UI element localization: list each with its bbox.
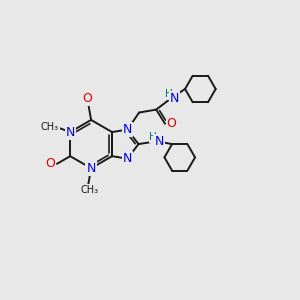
- Text: N: N: [154, 135, 164, 148]
- Text: CH₃: CH₃: [40, 122, 59, 131]
- Text: N: N: [123, 152, 132, 165]
- Text: N: N: [86, 162, 96, 175]
- Text: O: O: [82, 92, 92, 106]
- Text: N: N: [170, 92, 179, 105]
- Text: H: H: [165, 89, 173, 99]
- Text: CH₃: CH₃: [81, 185, 99, 195]
- Text: O: O: [167, 117, 176, 130]
- Text: O: O: [46, 157, 56, 170]
- Text: N: N: [123, 123, 132, 136]
- Text: H: H: [149, 132, 157, 142]
- Text: N: N: [65, 125, 75, 139]
